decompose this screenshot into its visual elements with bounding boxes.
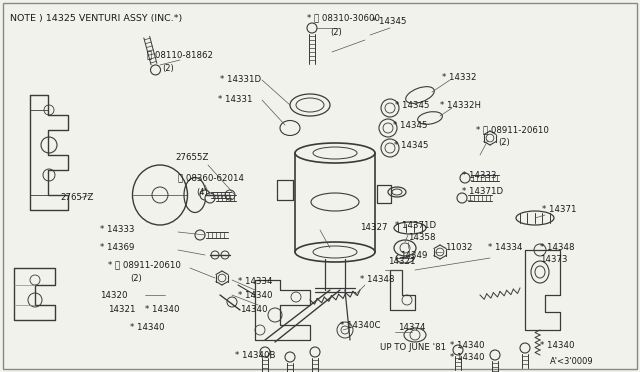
Text: * 14340: * 14340 (130, 324, 164, 333)
Text: 14373: 14373 (540, 256, 568, 264)
Circle shape (285, 352, 295, 362)
Text: (4): (4) (196, 187, 208, 196)
Text: A'<3'0009: A'<3'0009 (550, 357, 594, 366)
Text: (2): (2) (130, 273, 141, 282)
Circle shape (490, 350, 500, 360)
Circle shape (337, 322, 353, 338)
Text: * 14345: * 14345 (395, 100, 429, 109)
Text: * 14340: * 14340 (450, 340, 484, 350)
Text: * 14340: * 14340 (145, 305, 179, 314)
Text: * 14369: * 14369 (100, 244, 134, 253)
Circle shape (195, 230, 205, 240)
Ellipse shape (394, 222, 426, 234)
Circle shape (520, 343, 530, 353)
Ellipse shape (418, 112, 442, 124)
Text: * 14334: * 14334 (488, 244, 522, 253)
Circle shape (381, 139, 399, 157)
Ellipse shape (132, 165, 188, 225)
Circle shape (453, 345, 463, 355)
Text: * 14340C: * 14340C (340, 321, 381, 330)
Text: UP TO JUNE '81: UP TO JUNE '81 (380, 343, 446, 353)
Text: Ⓑ 08110-81862: Ⓑ 08110-81862 (147, 51, 213, 60)
Text: (2): (2) (498, 138, 509, 148)
Circle shape (381, 99, 399, 117)
Text: 14358: 14358 (408, 234, 435, 243)
Text: * 14348: * 14348 (360, 276, 394, 285)
Text: NOTE ) 14325 VENTURI ASSY (INC.*): NOTE ) 14325 VENTURI ASSY (INC.*) (10, 13, 182, 22)
Text: 11032: 11032 (445, 244, 472, 253)
Text: Ⓢ 08360-62014: Ⓢ 08360-62014 (178, 173, 244, 183)
Circle shape (457, 193, 467, 203)
Circle shape (205, 193, 215, 203)
Text: * 14371: * 14371 (542, 205, 577, 215)
Text: 14321: 14321 (108, 305, 136, 314)
Text: * 14333: * 14333 (462, 170, 497, 180)
Circle shape (260, 347, 270, 357)
Text: (2): (2) (162, 64, 173, 73)
Text: 14374: 14374 (398, 324, 426, 333)
Text: * 14371D: * 14371D (462, 187, 503, 196)
Text: * 14340: * 14340 (450, 353, 484, 362)
Text: 14349: 14349 (400, 250, 428, 260)
Circle shape (460, 173, 470, 183)
Text: * 14331D: * 14331D (220, 76, 261, 84)
Text: * 14334: * 14334 (238, 278, 273, 286)
Ellipse shape (394, 240, 416, 256)
Text: * 14348: * 14348 (540, 244, 575, 253)
Circle shape (379, 119, 397, 137)
Circle shape (307, 23, 317, 33)
Circle shape (150, 65, 161, 75)
Text: * Ⓢ 08310-30600: * Ⓢ 08310-30600 (307, 13, 380, 22)
Ellipse shape (516, 211, 554, 225)
Text: * 14340: * 14340 (238, 291, 273, 299)
Ellipse shape (280, 121, 300, 135)
Text: * 14332: * 14332 (442, 74, 477, 83)
Circle shape (310, 347, 320, 357)
Text: * 14345: * 14345 (394, 141, 429, 150)
Ellipse shape (290, 94, 330, 116)
Text: 14320: 14320 (100, 291, 127, 299)
Circle shape (200, 190, 210, 200)
Ellipse shape (406, 87, 435, 103)
Text: 27657Z: 27657Z (60, 193, 93, 202)
Text: (2): (2) (330, 29, 342, 38)
Text: * 14340: * 14340 (540, 340, 575, 350)
Ellipse shape (295, 143, 375, 163)
Text: 14340: 14340 (240, 305, 268, 314)
Text: 14321: 14321 (388, 257, 415, 266)
Ellipse shape (404, 328, 426, 342)
Text: 14327: 14327 (360, 224, 387, 232)
Text: * 14333: * 14333 (100, 225, 134, 234)
Text: * 14371D: * 14371D (395, 221, 436, 230)
Text: * 14345: * 14345 (372, 17, 406, 26)
Text: * 14331: * 14331 (218, 96, 253, 105)
Ellipse shape (295, 242, 375, 262)
Text: * 14345: * 14345 (393, 121, 428, 129)
Text: * 14340B: * 14340B (235, 350, 275, 359)
Text: 27655Z: 27655Z (175, 154, 209, 163)
Text: * 14332H: * 14332H (440, 100, 481, 109)
Text: * Ⓝ 08911-20610: * Ⓝ 08911-20610 (476, 125, 549, 135)
Text: * Ⓝ 08911-20610: * Ⓝ 08911-20610 (108, 260, 181, 269)
